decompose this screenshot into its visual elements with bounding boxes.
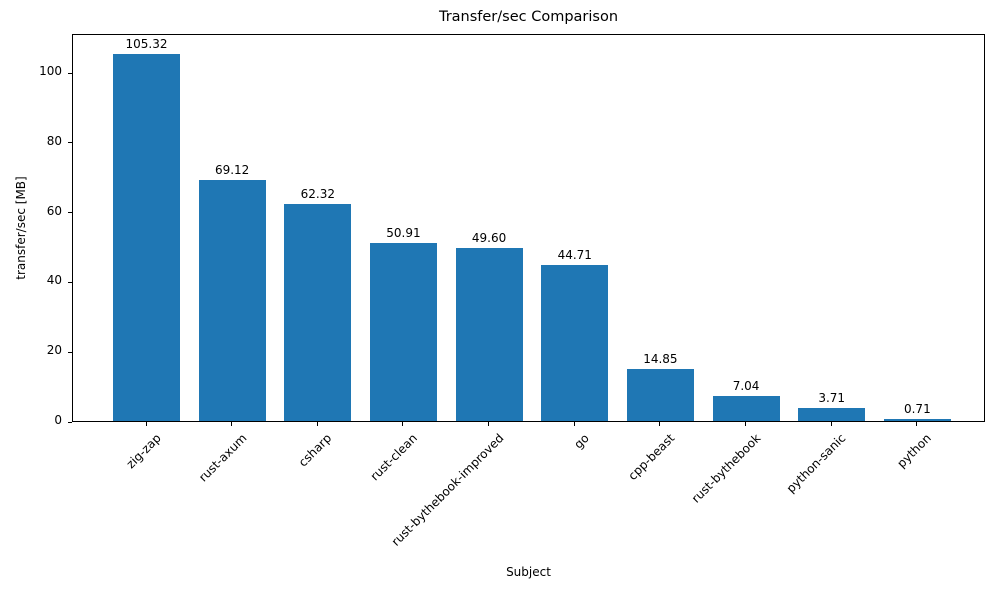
y-tick-label: 20 <box>46 343 62 358</box>
x-tick-label: csharp <box>296 431 335 470</box>
x-tick-label: rust-bythebook <box>688 431 763 506</box>
y-tick-label: 80 <box>46 133 62 148</box>
x-tick-mark <box>573 422 575 426</box>
x-tick-mark <box>402 422 404 426</box>
x-tick-label: zig-zap <box>123 431 164 472</box>
bar <box>541 265 609 421</box>
bar <box>284 203 352 421</box>
bar-value-label: 62.32 <box>300 186 335 201</box>
x-tick-mark <box>488 422 490 426</box>
bar-value-label: 3.71 <box>818 391 846 406</box>
x-tick-label: go <box>571 431 592 452</box>
x-tick-label: rust-bythebook-improved <box>388 431 507 549</box>
x-tick-label: python-sanic <box>783 431 849 496</box>
y-tick-mark <box>68 72 72 74</box>
x-tick-mark <box>145 422 147 426</box>
y-tick-label: 100 <box>39 64 62 79</box>
y-tick-mark <box>68 212 72 214</box>
x-tick-label: rust-clean <box>367 431 421 484</box>
bar-value-label: 69.12 <box>214 162 250 177</box>
bar <box>883 418 951 421</box>
bar <box>113 53 180 421</box>
bar-value-label: 50.91 <box>386 226 421 241</box>
x-tick-mark <box>316 422 318 426</box>
plot-area: 105.32 69.12 62.32 50.91 49.60 44.71 14.85 7.04… <box>68 34 985 426</box>
x-tick-mark <box>830 422 832 426</box>
y-tick-label: 40 <box>46 273 62 288</box>
bar <box>198 179 266 421</box>
y-tick-label: 0 <box>54 413 62 427</box>
bar <box>626 369 694 421</box>
x-tick-mark <box>659 422 661 426</box>
x-tick-label: rust-axum <box>195 431 250 485</box>
bar-value-label: 14.85 <box>643 352 678 367</box>
y-tick-mark <box>68 351 72 353</box>
y-tick-label: 60 <box>46 203 62 218</box>
x-tick-label: cpp-beast <box>625 431 678 483</box>
x-tick-mark <box>231 422 233 426</box>
bar <box>798 408 866 421</box>
x-axis-label: Subject <box>506 565 551 579</box>
chart-title: Transfer/sec Comparison <box>438 9 619 25</box>
x-tick-mark <box>916 422 918 426</box>
x-tick-mark <box>745 422 747 426</box>
bar <box>455 247 523 421</box>
y-tick-mark <box>68 281 72 283</box>
bar-value-label: 7.04 <box>732 379 760 394</box>
x-tick-label: python <box>894 431 935 471</box>
bar-value-label: 49.60 <box>471 230 507 245</box>
bar <box>712 396 780 421</box>
y-tick-mark <box>68 421 72 423</box>
bar-value-label: 44.71 <box>557 248 592 262</box>
y-tick-mark <box>68 142 72 144</box>
y-axis-label: transfer/sec [MB] <box>14 176 28 280</box>
bar-value-label: 0.71 <box>903 401 931 416</box>
bar-value-label: 105.32 <box>125 36 168 51</box>
bar <box>369 243 437 421</box>
